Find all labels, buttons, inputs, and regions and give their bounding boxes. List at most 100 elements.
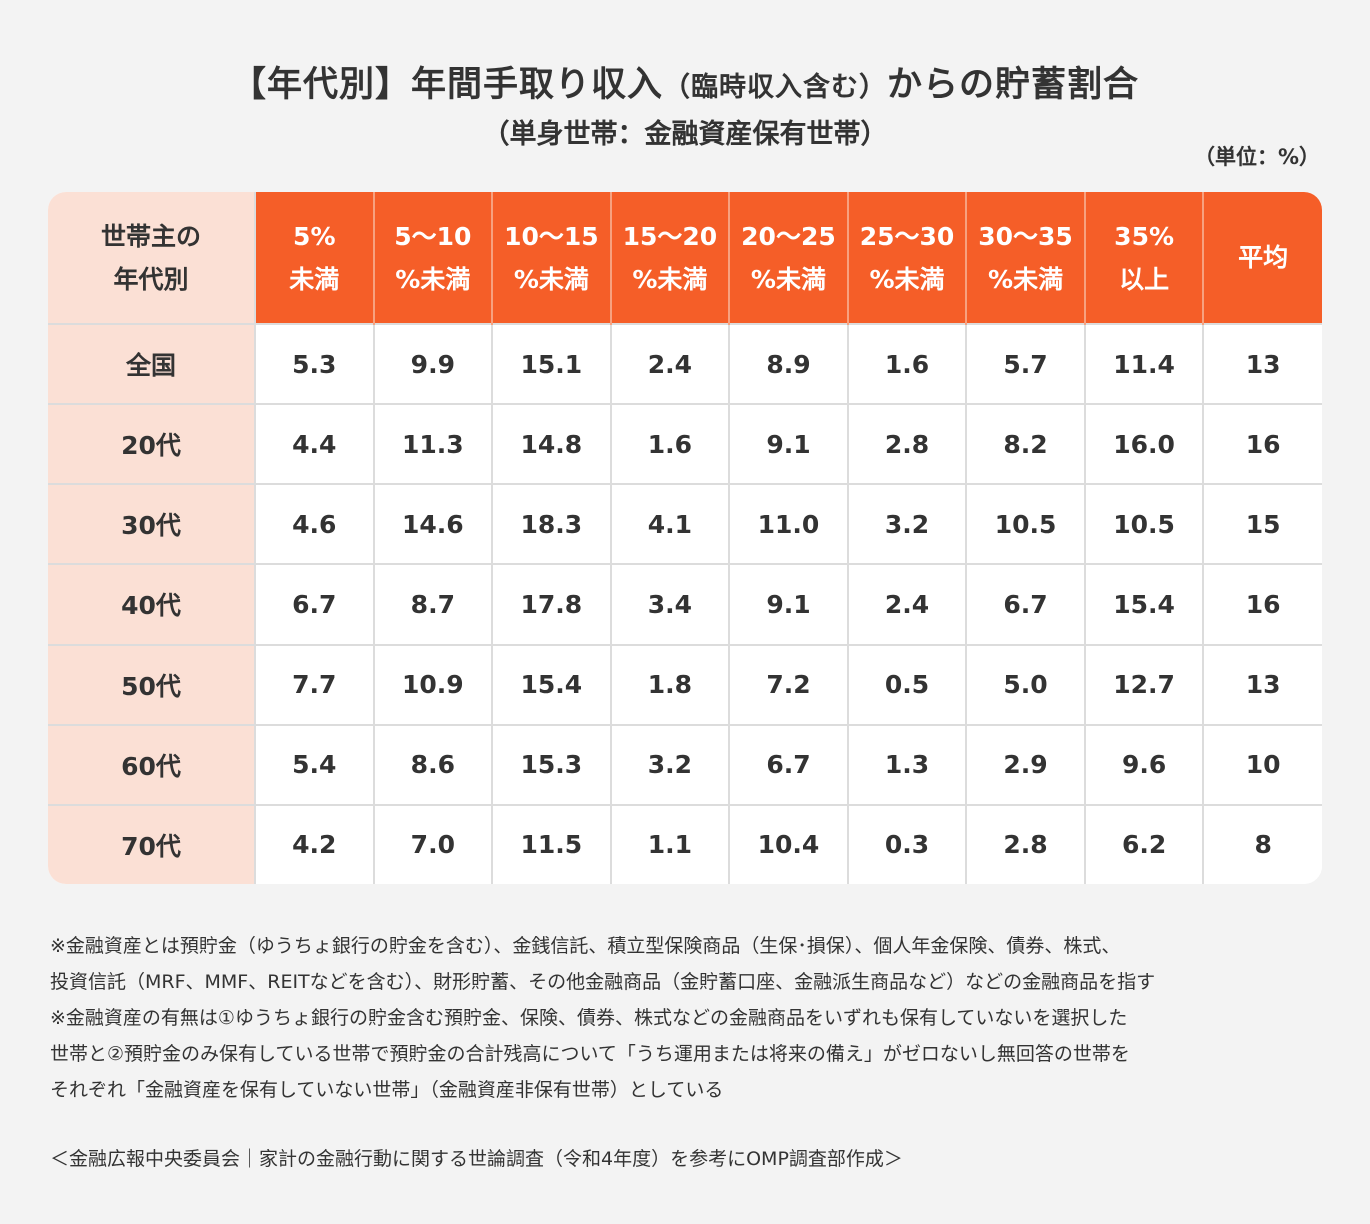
footnote-line: 世帯と②預貯金のみ保有している世帯で預貯金の合計残高について「うち運用または将来… xyxy=(50,1043,1130,1065)
table-cell: 11.0 xyxy=(728,483,849,566)
table-cell: 11.5 xyxy=(491,803,612,884)
table-row: 20代 4.4 11.3 14.8 1.6 9.1 2.8 8.2 16.0 16 xyxy=(48,403,1322,486)
table-cell: 1.8 xyxy=(609,643,731,726)
footnote-line: 投資信託（MRF、MMF、REITなどを含む）、財形貯蓄、その他金融商品（金貯蓄… xyxy=(50,971,1156,993)
column-header-line: 30〜35 xyxy=(978,221,1073,251)
table-cell: 6.7 xyxy=(728,723,849,806)
table-cell: 1.1 xyxy=(609,803,731,884)
column-header: 5% 未満 xyxy=(254,192,375,324)
table-cell: 11.4 xyxy=(1083,322,1205,406)
column-header-line: %未満 xyxy=(395,264,471,294)
column-header-line: 10〜15 xyxy=(504,221,599,251)
table-cell: 2.9 xyxy=(965,723,1086,806)
table-cell: 15 xyxy=(1202,483,1322,566)
column-header-line: %未満 xyxy=(513,264,589,294)
table-cell: 8.6 xyxy=(372,723,494,806)
table-cell: 10.4 xyxy=(728,803,849,884)
table-cell: 5.3 xyxy=(254,322,375,406)
table-cell: 16 xyxy=(1202,403,1322,486)
title-part: 【年代別】年間手取り収入 xyxy=(230,65,663,105)
table-cell: 8 xyxy=(1202,803,1322,884)
table-cell: 11.3 xyxy=(372,403,494,486)
footnote-line: ※金融資産とは預貯金（ゆうちょ銀行の貯金を含む）、金銭信託、積立型保険商品（生保… xyxy=(50,935,1121,957)
table-cell: 4.6 xyxy=(254,483,375,566)
table-cell: 2.8 xyxy=(846,403,968,486)
footnote-line: それぞれ「金融資産を保有していない世帯」（金融資産非保有世帯）としている xyxy=(50,1079,724,1101)
column-header-line: 35% xyxy=(1114,221,1175,251)
column-header-line: 平均 xyxy=(1238,243,1289,272)
column-header: 25〜30 %未満 xyxy=(846,192,968,324)
table-cell: 3.2 xyxy=(846,483,968,566)
column-header-line: 5〜10 xyxy=(394,221,472,251)
table-row: 60代 5.4 8.6 15.3 3.2 6.7 1.3 2.9 9.6 10 xyxy=(48,723,1322,806)
column-header-line: %未満 xyxy=(632,264,708,294)
table-cell: 1.3 xyxy=(846,723,968,806)
table-cell: 3.4 xyxy=(609,563,731,646)
table-cell: 13 xyxy=(1202,322,1322,406)
column-header: 30〜35 %未満 xyxy=(965,192,1086,324)
table-cell: 7.2 xyxy=(728,643,849,726)
table-cell: 5.4 xyxy=(254,723,375,806)
table-cell: 15.1 xyxy=(491,322,612,406)
row-header: 70代 xyxy=(48,803,256,884)
table-row: 50代 7.7 10.9 15.4 1.8 7.2 0.5 5.0 12.7 13 xyxy=(48,643,1322,726)
table-row: 30代 4.6 14.6 18.3 4.1 11.0 3.2 10.5 10.5 15 xyxy=(48,483,1322,566)
table-cell: 12.7 xyxy=(1083,643,1205,726)
title-part: からの貯蓄割合 xyxy=(887,65,1140,105)
table-cell: 4.2 xyxy=(254,803,375,884)
table-cell: 9.1 xyxy=(728,403,849,486)
data-table: 世帯主の 年代別 5% 未満 5〜10 %未満 10〜15 %未満 15〜20 %未満 20〜25%… xyxy=(48,192,1322,884)
column-header: 平均 xyxy=(1202,192,1322,324)
table-cell: 2.4 xyxy=(846,563,968,646)
table-cell: 3.2 xyxy=(609,723,731,806)
table-row: 40代 6.7 8.7 17.8 3.4 9.1 2.4 6.7 15.4 16 xyxy=(48,563,1322,646)
table-cell: 17.8 xyxy=(491,563,612,646)
table-cell: 10 xyxy=(1202,723,1322,806)
column-header: 35% 以上 xyxy=(1083,192,1205,324)
table-cell: 15.4 xyxy=(1083,563,1205,646)
table-cell: 6.7 xyxy=(254,563,375,646)
footnotes: ※金融資産とは預貯金（ゆうちょ銀行の貯金を含む）、金銭信託、積立型保険商品（生保… xyxy=(50,928,1155,1108)
table-cell: 15.4 xyxy=(491,643,612,726)
table-cell: 7.7 xyxy=(254,643,375,726)
column-header: 15〜20 %未満 xyxy=(609,192,731,324)
column-header: 5〜10 %未満 xyxy=(372,192,494,324)
corner-header-line: 年代別 xyxy=(113,264,189,294)
table-cell: 9.9 xyxy=(372,322,494,406)
table-cell: 15.3 xyxy=(491,723,612,806)
table-row: 全国 5.3 9.9 15.1 2.4 8.9 1.6 5.7 11.4 13 xyxy=(48,322,1322,406)
table-cell: 6.2 xyxy=(1083,803,1205,884)
table-cell: 6.7 xyxy=(965,563,1086,646)
row-header: 40代 xyxy=(48,563,256,646)
column-header-line: 25〜30 xyxy=(859,221,955,251)
footnote-line: ※金融資産の有無は①ゆうちょ銀行の貯金含む預貯金、保険、債券、株式などの金融商品… xyxy=(50,1007,1128,1029)
column-header: 10〜15 %未満 xyxy=(491,192,612,324)
column-header-line: 未満 xyxy=(289,264,340,294)
row-header: 全国 xyxy=(48,322,256,406)
unit-label: （単位：%） xyxy=(1193,145,1320,169)
column-header-line: %未満 xyxy=(988,264,1064,294)
column-header: 20〜25 %未満 xyxy=(728,192,849,324)
table-cell: 0.3 xyxy=(846,803,968,884)
table-cell: 4.4 xyxy=(254,403,375,486)
table-cell: 9.6 xyxy=(1083,723,1205,806)
column-header-line: 以上 xyxy=(1119,264,1170,294)
table-cell: 18.3 xyxy=(491,483,612,566)
table-cell: 7.0 xyxy=(372,803,494,884)
table-cell: 13 xyxy=(1202,643,1322,726)
page-title: 【年代別】年間手取り収入（臨時収入含む）からの貯蓄割合 xyxy=(0,56,1370,107)
table-cell: 16.0 xyxy=(1083,403,1205,486)
source-note: ＜金融広報中央委員会｜家計の金融行動に関する世論調査（令和4年度）を参考にOMP… xyxy=(50,1148,903,1170)
table-cell: 2.4 xyxy=(609,322,731,406)
table-cell: 2.8 xyxy=(965,803,1086,884)
table-cell: 1.6 xyxy=(846,322,968,406)
row-header: 20代 xyxy=(48,403,256,486)
row-header: 50代 xyxy=(48,643,256,726)
table-cell: 5.0 xyxy=(965,643,1086,726)
subtitle: （単身世帯：金融資産保有世帯） xyxy=(482,119,888,150)
table-cell: 14.8 xyxy=(491,403,612,486)
row-header: 30代 xyxy=(48,483,256,566)
table-cell: 4.1 xyxy=(609,483,731,566)
column-header-line: 5% xyxy=(293,221,336,251)
column-header-line: 20〜25 xyxy=(741,221,836,251)
